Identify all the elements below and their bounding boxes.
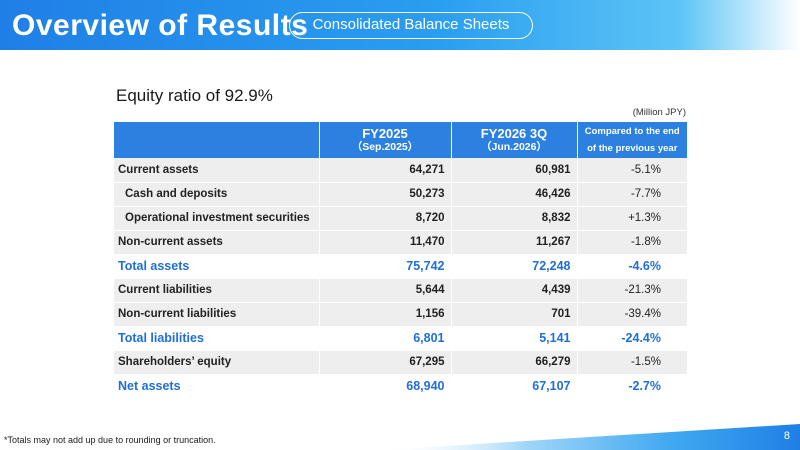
header-change-line1: Compared to the end xyxy=(584,126,680,137)
value-fy2026: 4,439 xyxy=(451,278,578,303)
row-label: Non-current assets xyxy=(114,230,320,255)
value-fy2025: 8,720 xyxy=(319,206,452,231)
value-change: -1.8% xyxy=(577,230,687,255)
table-row: Non-current liabilities 1,156 701 -39.4% xyxy=(114,302,687,327)
value-fy2025: 75,742 xyxy=(319,254,452,279)
value-fy2026: 72,248 xyxy=(451,254,578,279)
value-fy2025: 5,644 xyxy=(319,278,452,303)
row-label: Total assets xyxy=(114,254,320,279)
row-label: Shareholders’ equity xyxy=(114,350,320,375)
header-fy2026-title: FY2026 3Q xyxy=(480,126,548,141)
row-label: Current assets xyxy=(114,158,320,183)
unit-note: (Million JPY) xyxy=(632,107,686,118)
row-label: Operational investment securities xyxy=(114,206,320,231)
table-header-row: FY2025 （Sep.2025） FY2026 3Q （Jun.2026） C… xyxy=(114,122,687,158)
value-fy2026: 5,141 xyxy=(451,326,578,351)
value-change: +1.3% xyxy=(577,206,687,231)
header-label-column xyxy=(114,122,320,158)
value-fy2025: 11,470 xyxy=(319,230,452,255)
value-change: -24.4% xyxy=(577,326,687,351)
header-fy2026-date: （Jun.2026） xyxy=(481,141,547,153)
value-change: -5.1% xyxy=(577,158,687,183)
table-row: Shareholders’ equity 67,295 66,279 -1.5% xyxy=(114,350,687,375)
value-change: -2.7% xyxy=(577,374,687,399)
value-change: -7.7% xyxy=(577,182,687,207)
header-fy2025: FY2025 （Sep.2025） xyxy=(319,122,452,158)
table-row-total: Total liabilities 6,801 5,141 -24.4% xyxy=(114,326,687,351)
table-row: Cash and deposits 50,273 46,426 -7.7% xyxy=(114,182,687,207)
value-fy2026: 46,426 xyxy=(451,182,578,207)
header-band xyxy=(0,0,800,50)
header-fy2025-title: FY2025 xyxy=(362,126,408,141)
value-fy2026: 701 xyxy=(451,302,578,327)
header-fy2025-date: （Sep.2025） xyxy=(351,141,419,153)
value-change: -1.5% xyxy=(577,350,687,375)
page-number: 8 xyxy=(783,430,790,442)
table-row-total: Net assets 68,940 67,107 -2.7% xyxy=(114,374,687,399)
row-label: Non-current liabilities xyxy=(114,302,320,327)
section-label: Consolidated Balance Sheets xyxy=(289,12,533,39)
page-title: Overview of Results xyxy=(12,9,309,42)
header-change-line2: of the previous year xyxy=(587,143,678,154)
header-change: Compared to the end of the previous year xyxy=(577,122,687,158)
value-fy2025: 64,271 xyxy=(319,158,452,183)
value-change: -21.3% xyxy=(577,278,687,303)
value-fy2026: 8,832 xyxy=(451,206,578,231)
footnote: *Totals may not add up due to rounding o… xyxy=(4,435,216,445)
value-change: -4.6% xyxy=(577,254,687,279)
equity-ratio-summary: Equity ratio of 92.9% xyxy=(116,86,273,105)
value-fy2025: 6,801 xyxy=(319,326,452,351)
value-fy2025: 68,940 xyxy=(319,374,452,399)
value-change: -39.4% xyxy=(577,302,687,327)
value-fy2026: 11,267 xyxy=(451,230,578,255)
table-row-total: Total assets 75,742 72,248 -4.6% xyxy=(114,254,687,279)
value-fy2025: 50,273 xyxy=(319,182,452,207)
value-fy2026: 66,279 xyxy=(451,350,578,375)
table-row: Current assets 64,271 60,981 -5.1% xyxy=(114,158,687,183)
row-label: Current liabilities xyxy=(114,278,320,303)
row-label: Cash and deposits xyxy=(114,182,320,207)
balance-sheet-table: FY2025 （Sep.2025） FY2026 3Q （Jun.2026） C… xyxy=(114,122,687,399)
value-fy2026: 67,107 xyxy=(451,374,578,399)
value-fy2025: 1,156 xyxy=(319,302,452,327)
value-fy2026: 60,981 xyxy=(451,158,578,183)
row-label: Net assets xyxy=(114,374,320,399)
table-row: Operational investment securities 8,720 … xyxy=(114,206,687,231)
header-fy2026-3q: FY2026 3Q （Jun.2026） xyxy=(451,122,578,158)
value-fy2025: 67,295 xyxy=(319,350,452,375)
table-row: Non-current assets 11,470 11,267 -1.8% xyxy=(114,230,687,255)
row-label: Total liabilities xyxy=(114,326,320,351)
table-row: Current liabilities 5,644 4,439 -21.3% xyxy=(114,278,687,303)
